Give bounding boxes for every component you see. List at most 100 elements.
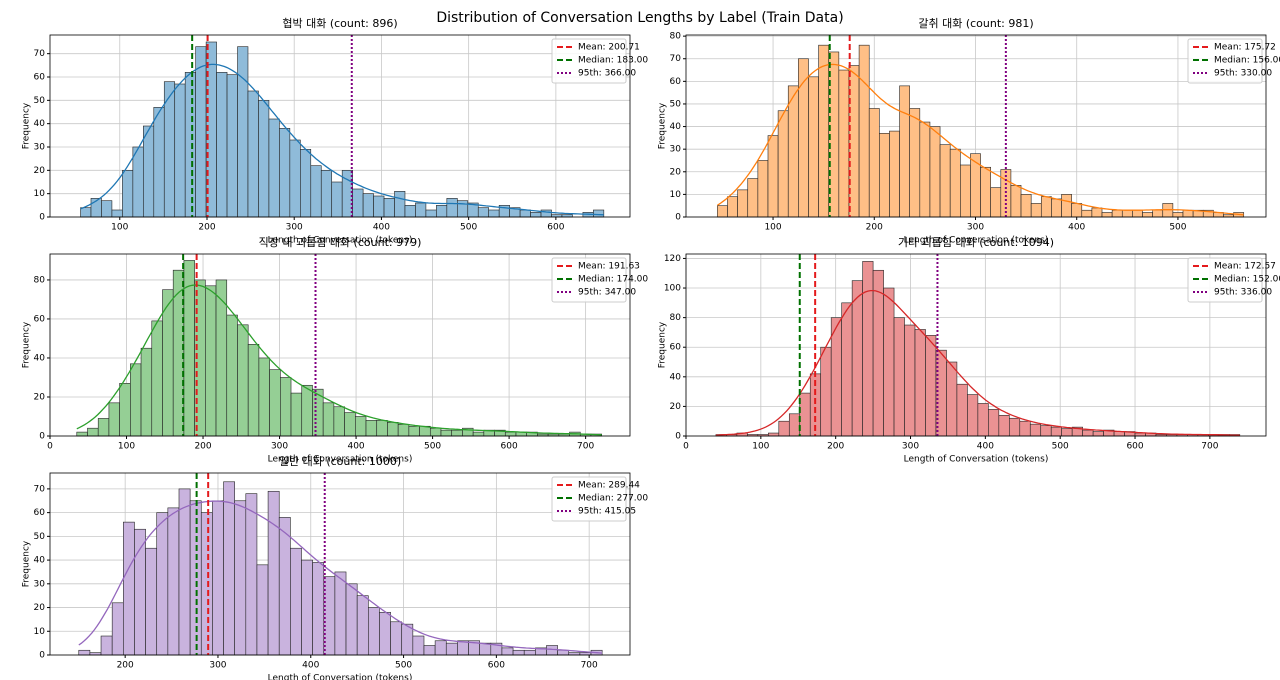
bar <box>879 133 890 218</box>
bar <box>1092 431 1104 437</box>
bar <box>387 422 399 437</box>
bar <box>216 72 228 218</box>
bar <box>457 640 469 656</box>
bar <box>331 181 343 218</box>
legend-label: Median: 183.00 <box>578 56 648 66</box>
legend-label: 95th: 336.00 <box>1214 288 1272 298</box>
bar <box>379 611 391 656</box>
x-axis-label: Length of Conversation (tokens) <box>904 455 1049 465</box>
legend-label: 95th: 366.00 <box>578 69 636 79</box>
bar <box>334 571 347 656</box>
bar <box>390 621 403 656</box>
y-tick-label: 60 <box>670 343 682 353</box>
y-tick-label: 20 <box>34 603 46 613</box>
bar <box>376 420 388 437</box>
bar <box>1009 417 1021 437</box>
axes-frame <box>685 34 1267 218</box>
x-tick-label: 200 <box>198 223 215 233</box>
legend-label: Mean: 172.57 <box>1214 262 1276 272</box>
bar <box>1082 429 1094 437</box>
bar <box>1061 428 1073 437</box>
bar <box>1152 209 1164 218</box>
y-tick-label: 40 <box>34 353 46 363</box>
legend-label: Mean: 200.71 <box>578 43 640 53</box>
bar <box>87 427 99 437</box>
x-tick-label: 200 <box>194 442 211 452</box>
y-axis-label: Frequency <box>22 102 32 149</box>
bar <box>1111 209 1123 218</box>
subplot-title: 일반 대화 (count: 1000) <box>279 454 401 468</box>
bar <box>247 90 259 218</box>
y-tick-label: 40 <box>34 119 46 129</box>
x-tick-label: 400 <box>373 223 390 233</box>
y-tick-label: 70 <box>34 484 46 494</box>
y-tick-label: 20 <box>670 402 682 412</box>
x-tick-label: 300 <box>902 442 919 452</box>
bar <box>787 85 799 218</box>
bar <box>1142 212 1153 218</box>
bar <box>362 193 374 218</box>
bar <box>893 317 905 437</box>
bar <box>820 346 832 437</box>
bar <box>174 83 186 218</box>
bar <box>1050 426 1062 437</box>
bar <box>404 205 416 218</box>
bar <box>477 207 490 218</box>
y-axis-label: Frequency <box>658 321 668 368</box>
bar <box>415 202 427 218</box>
bar <box>226 314 238 437</box>
y-tick-label: 10 <box>34 189 46 199</box>
bar <box>872 269 884 437</box>
x-tick-label: 600 <box>547 223 564 233</box>
bar <box>258 357 270 437</box>
bar <box>322 402 335 437</box>
subplot: 일반 대화 (count: 1000) Length of Conversatio… <box>22 454 649 680</box>
bar <box>747 178 759 218</box>
legend: Mean: 200.71 Median: 183.00 95th: 366.00 <box>551 38 648 84</box>
bar <box>546 645 558 656</box>
bar <box>1010 185 1022 218</box>
bar <box>1182 209 1194 218</box>
bar <box>593 209 605 218</box>
bar <box>788 413 801 437</box>
y-tick-label: 50 <box>670 99 682 109</box>
y-tick-label: 20 <box>34 166 46 176</box>
y-tick-label: 0 <box>39 213 45 223</box>
bar <box>323 576 336 656</box>
y-axis-label: Frequency <box>658 102 668 149</box>
bar <box>78 649 91 656</box>
axes-frame <box>49 34 631 218</box>
x-tick-label: 500 <box>1052 442 1069 452</box>
bar <box>195 46 207 218</box>
bar <box>365 420 378 437</box>
y-tick-label: 0 <box>39 432 45 442</box>
subplot: 기타 괴롭힘 대화 (count: 1094)Length of Convers… <box>658 236 1280 465</box>
y-tick-label: 50 <box>34 532 46 542</box>
bar <box>100 635 113 656</box>
y-tick-label: 30 <box>34 143 46 153</box>
bar <box>352 188 364 218</box>
subplot-title: 갈취 대화 (count: 981) <box>918 16 1033 30</box>
x-tick-label: 200 <box>866 223 883 233</box>
bar <box>1040 196 1052 218</box>
bar <box>727 196 738 218</box>
y-tick-label: 40 <box>670 372 682 382</box>
bar <box>76 431 88 437</box>
bar <box>1071 203 1083 218</box>
bar <box>1029 423 1042 437</box>
kde-curve <box>715 289 1240 436</box>
x-axis-label: Length of Conversation (tokens) <box>904 236 1049 246</box>
bar <box>1132 209 1143 218</box>
y-tick-label: 40 <box>670 122 682 132</box>
bar <box>258 100 270 218</box>
bar <box>184 72 196 218</box>
bar <box>768 432 780 437</box>
subplot: 직장 내 괴롭힘 대화 (count: 979)Length of Conver… <box>22 236 649 465</box>
subplot: 협박 대화 (count: 896) Length of Conversation… <box>22 17 649 246</box>
bar <box>423 645 436 656</box>
y-tick-label: 30 <box>34 579 46 589</box>
bar <box>111 209 123 218</box>
y-tick-label: 80 <box>670 32 682 42</box>
x-axis-label: Length of Conversation (tokens) <box>268 674 413 680</box>
